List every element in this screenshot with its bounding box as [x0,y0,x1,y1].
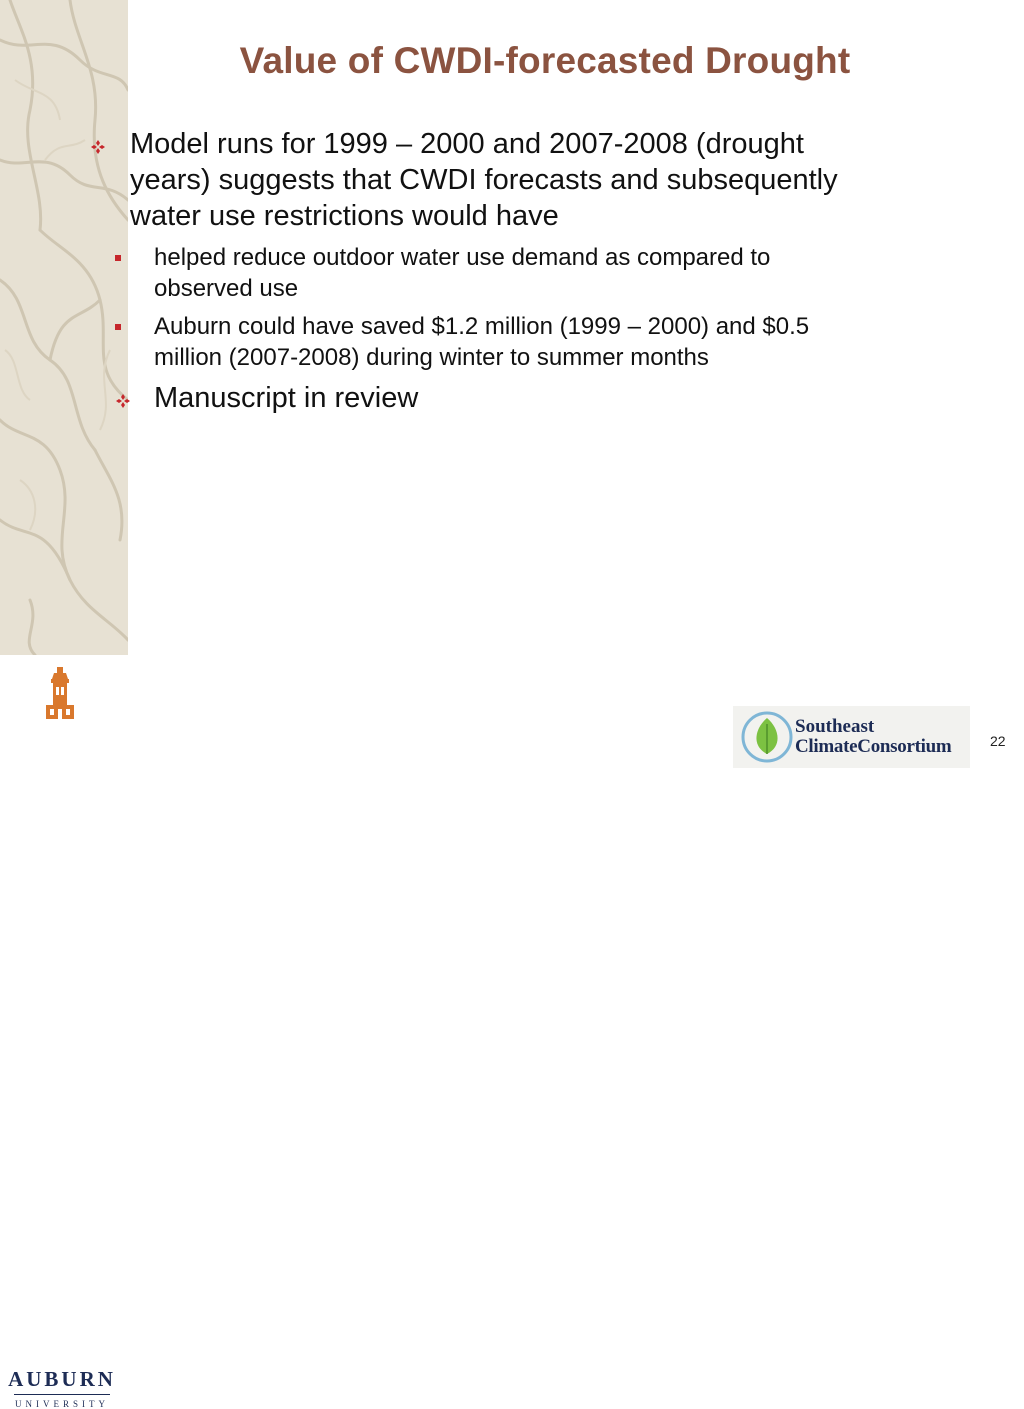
list-item-line: Auburn could have saved $1.2 million (19… [154,313,810,340]
list-item: Auburn could have saved $1.2 million (19… [154,311,954,373]
tower-icon [46,667,74,719]
list-item-line: observed use [154,275,299,302]
auburn-university-logo: AUBURN UNIVERSITY [0,655,128,1409]
list-item-line: years) suggests that CWDI forecasts and … [130,164,838,196]
list-item-line: million (2007-2008) during winter to sum… [154,344,709,371]
list-item-line: water use restrictions would have [130,200,559,232]
list-item-line: Model runs for 1999 – 2000 and 2007-2008… [130,128,804,160]
diamond-bullet-icon [116,394,130,408]
southeast-climate-consortium-logo [733,706,970,768]
list-item-line: Manuscript in review [154,382,419,414]
list-item: Manuscript in review [154,380,1004,416]
diamond-bullet-icon [91,140,105,154]
slide-title: Value of CWDI-forecasted Drought [239,40,851,81]
list-item: helped reduce outdoor water use demand a… [154,242,954,304]
square-bullet-icon [115,255,121,261]
consortium-wordmark-line1: Southeast [795,716,875,737]
university-wordmark: UNIVERSITY [15,1399,109,1409]
auburn-wordmark: AUBURN [8,1367,116,1391]
slide-number: 22 [990,733,1006,749]
logo-divider [14,1394,110,1395]
list-item: Model runs for 1999 – 2000 and 2007-2008… [130,126,980,234]
crack-pattern [0,0,128,655]
leaf-icon [741,711,793,763]
cracked-earth-texture [0,0,128,655]
list-item-line: helped reduce outdoor water use demand a… [154,244,771,271]
consortium-wordmark-line2: ClimateConsortium [795,736,952,757]
square-bullet-icon [115,324,121,330]
